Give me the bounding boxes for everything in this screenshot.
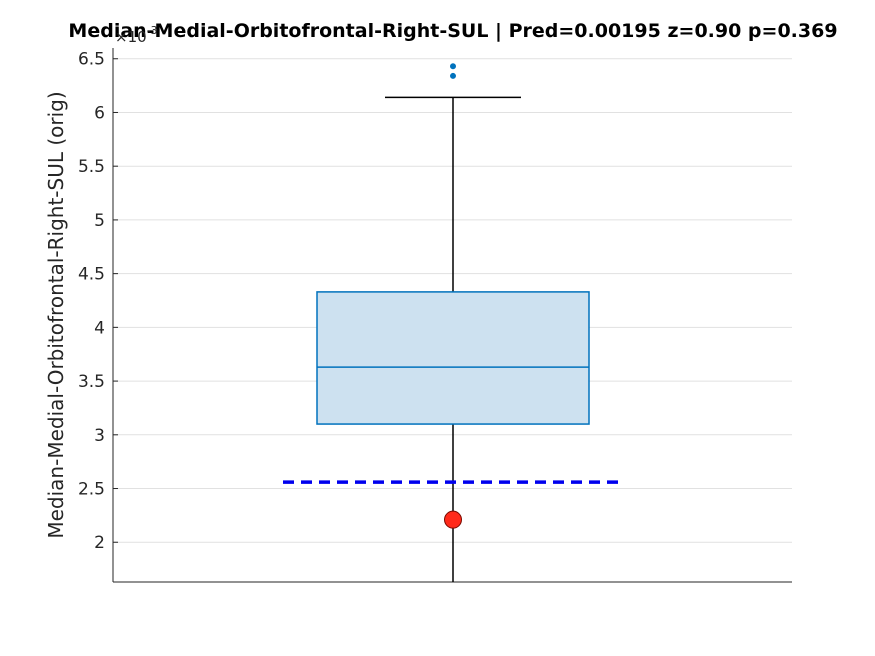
box-plot [283, 63, 623, 582]
y-tick-label: 4.5 [78, 265, 105, 285]
y-axis-label: Median-Medial-Orbitofrontal-Right-SUL (o… [44, 91, 68, 538]
y-tick-label: 5 [94, 211, 105, 231]
y-tick-label: 5.5 [78, 157, 105, 177]
outlier-point [450, 72, 456, 79]
chart-title: Median-Medial-Orbitofrontal-Right-SUL | … [68, 20, 837, 42]
y-tick-label: 6.5 [78, 50, 105, 70]
y-tick-label: 3.5 [78, 372, 105, 392]
outlier-point [450, 63, 456, 70]
y-ticks: 2 2.5 3 3.5 4 4.5 5 5.5 6 6.5 [78, 50, 118, 553]
subject-point [444, 510, 462, 529]
y-exponent-power: -3 [147, 24, 158, 37]
y-tick-label: 2.5 [78, 480, 105, 500]
y-tick-label: 2 [94, 533, 105, 553]
y-tick-label: 6 [94, 103, 105, 123]
y-exponent-base: ×10 [115, 28, 147, 46]
y-tick-label: 3 [94, 426, 105, 446]
y-exponent-label: ×10-3 [115, 24, 158, 46]
y-tick-label: 4 [94, 318, 105, 338]
iqr-box [316, 291, 590, 425]
